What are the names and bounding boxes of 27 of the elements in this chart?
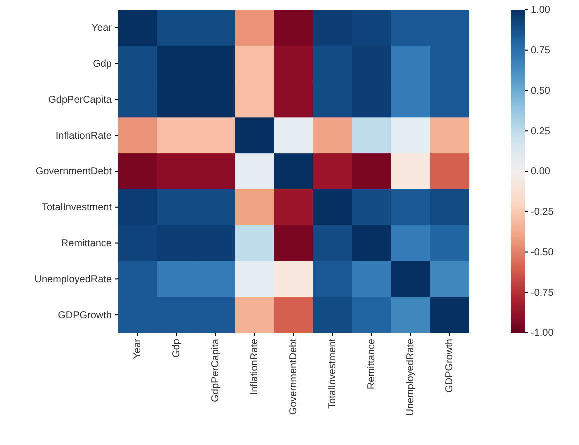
x-tick-label: Remittance [366,338,378,390]
x-tick-label: TotalInvestment [328,338,339,410]
y-tick-label: TotalInvestment [42,202,112,214]
y-tick-label: Year [92,23,113,34]
color-bar-label: 0.25 [531,126,551,138]
y-tick-label: GdpPerCapita [48,94,112,106]
color-bar-label: 0.75 [531,46,551,57]
color-bar-label: 0.50 [531,86,551,97]
color-bar-label: 1.00 [531,5,551,16]
x-tick-label: Year [132,338,144,360]
x-tick-label: GovernmentDebt [288,338,300,416]
y-tick-label: Remittance [61,238,112,250]
y-tick-label: GDPGrowth [58,310,112,322]
x-tick-label: GdpPerCapita [210,338,222,402]
y-tick-label: InflationRate [56,130,112,142]
color-bar-label: 0.00 [531,166,551,178]
x-tick-label: GDPGrowth [444,339,456,393]
color-bar-label: -0.75 [531,288,554,299]
color-bar-label: -0.25 [531,207,554,218]
y-tick-label: UnemployedRate [34,274,112,286]
color-bar-label: -1.00 [531,328,554,340]
color-bar-label: -0.50 [531,247,554,258]
y-tick-label: GovernmentDebt [36,166,112,178]
y-tick-label: Gdp [93,59,112,70]
x-tick-label: InflationRate [250,338,261,396]
x-tick-label: Gdp [172,338,183,358]
x-tick-label: UnemployedRate [406,338,417,416]
